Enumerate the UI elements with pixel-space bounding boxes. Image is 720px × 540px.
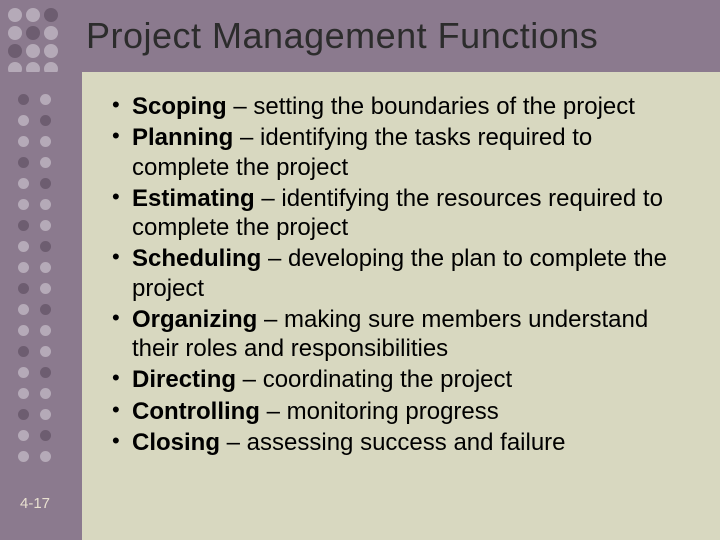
bullet-item: Directing – coordinating the project bbox=[110, 365, 692, 394]
bullet-term: Estimating bbox=[132, 185, 255, 212]
sidebar-decor: 4-17 bbox=[0, 72, 82, 540]
side-dot-icon bbox=[18, 262, 29, 273]
light-dot-icon bbox=[44, 44, 58, 58]
content-area: Scoping – setting the boundaries of the … bbox=[82, 72, 720, 540]
bullet-term: Planning bbox=[132, 124, 233, 151]
bullet-item: Closing – assessing success and failure bbox=[110, 428, 692, 457]
bullet-desc: – assessing success and failure bbox=[220, 429, 566, 456]
side-dot-icon bbox=[40, 199, 51, 210]
side-dot-icon bbox=[18, 94, 29, 105]
bullet-desc: – coordinating the project bbox=[236, 366, 512, 393]
side-dot-icon bbox=[40, 325, 51, 336]
side-dot-icon bbox=[40, 367, 51, 378]
dark-dot-icon bbox=[26, 26, 40, 40]
bullet-term: Directing bbox=[132, 366, 236, 393]
side-dot-icon bbox=[18, 178, 29, 189]
side-dot-icon bbox=[18, 367, 29, 378]
bullet-desc: – setting the boundaries of the project bbox=[227, 93, 635, 120]
header-dot-grid bbox=[8, 8, 58, 76]
bullet-item: Scoping – setting the boundaries of the … bbox=[110, 92, 692, 121]
light-dot-icon bbox=[26, 8, 40, 22]
bullet-item: Planning – identifying the tasks require… bbox=[110, 123, 692, 182]
slide: Project Management Functions 4-17 Scopin… bbox=[0, 0, 720, 540]
side-dot-icon bbox=[40, 346, 51, 357]
side-dot-icon bbox=[40, 220, 51, 231]
sidebar-dot-column bbox=[18, 94, 52, 462]
side-dot-icon bbox=[18, 388, 29, 399]
side-dot-icon bbox=[18, 241, 29, 252]
bullet-list: Scoping – setting the boundaries of the … bbox=[110, 92, 692, 457]
side-dot-icon bbox=[40, 409, 51, 420]
bullet-item: Estimating – identifying the resources r… bbox=[110, 184, 692, 243]
light-dot-icon bbox=[26, 44, 40, 58]
side-dot-icon bbox=[18, 199, 29, 210]
side-dot-icon bbox=[18, 451, 29, 462]
side-dot-icon bbox=[40, 451, 51, 462]
header: Project Management Functions bbox=[82, 0, 720, 72]
bullet-item: Scheduling – developing the plan to comp… bbox=[110, 244, 692, 303]
slide-number: 4-17 bbox=[20, 495, 50, 512]
side-dot-icon bbox=[18, 220, 29, 231]
bullet-term: Organizing bbox=[132, 306, 257, 333]
side-dot-icon bbox=[18, 346, 29, 357]
light-dot-icon bbox=[44, 26, 58, 40]
dark-dot-icon bbox=[44, 8, 58, 22]
side-dot-icon bbox=[40, 304, 51, 315]
bullet-desc: – monitoring progress bbox=[260, 398, 499, 425]
side-dot-icon bbox=[40, 262, 51, 273]
side-dot-icon bbox=[18, 157, 29, 168]
side-dot-icon bbox=[18, 115, 29, 126]
side-dot-icon bbox=[40, 283, 51, 294]
side-dot-icon bbox=[18, 304, 29, 315]
header-left-decor bbox=[0, 0, 82, 72]
side-dot-icon bbox=[40, 94, 51, 105]
side-dot-icon bbox=[18, 409, 29, 420]
bullet-term: Scoping bbox=[132, 93, 227, 120]
side-dot-icon bbox=[40, 241, 51, 252]
side-dot-icon bbox=[40, 157, 51, 168]
side-dot-icon bbox=[18, 283, 29, 294]
side-dot-icon bbox=[18, 136, 29, 147]
bullet-item: Organizing – making sure members underst… bbox=[110, 305, 692, 364]
side-dot-icon bbox=[40, 178, 51, 189]
bullet-item: Controlling – monitoring progress bbox=[110, 397, 692, 426]
side-dot-icon bbox=[18, 325, 29, 336]
bullet-term: Controlling bbox=[132, 398, 260, 425]
side-dot-icon bbox=[18, 430, 29, 441]
bullet-term: Closing bbox=[132, 429, 220, 456]
bullet-term: Scheduling bbox=[132, 245, 261, 272]
slide-title: Project Management Functions bbox=[82, 15, 598, 57]
side-dot-icon bbox=[40, 388, 51, 399]
side-dot-icon bbox=[40, 136, 51, 147]
light-dot-icon bbox=[8, 26, 22, 40]
side-dot-icon bbox=[40, 115, 51, 126]
light-dot-icon bbox=[8, 8, 22, 22]
dark-dot-icon bbox=[8, 44, 22, 58]
side-dot-icon bbox=[40, 430, 51, 441]
